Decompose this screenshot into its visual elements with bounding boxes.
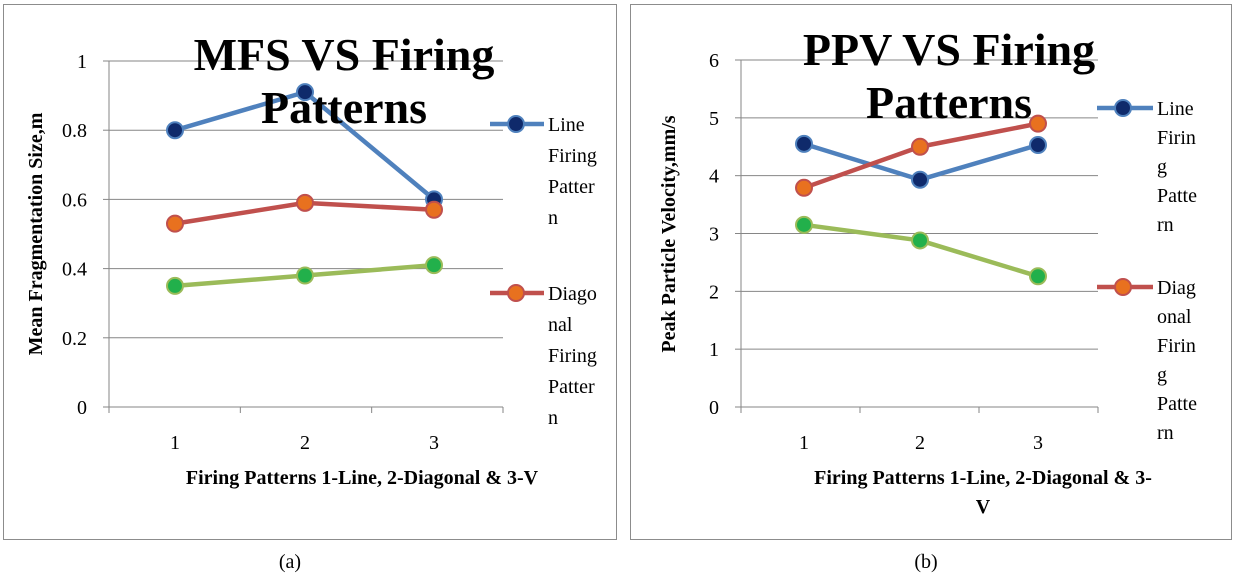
y-axis-label: Mean Fragmentation Size,m (25, 112, 47, 355)
data-point (1029, 267, 1047, 286)
caption-a: (a) (278, 551, 302, 573)
y-tick-label: 0.8 (62, 120, 87, 142)
chart-panel-b: 0 1 2 3 4 5 6 1 2 3 Peak Particle Velocity,mm/s Fir… (630, 4, 1232, 540)
y-tick-label: 6 (709, 50, 719, 72)
legend-label: nal (548, 314, 573, 336)
y-tick-label: 2 (709, 281, 719, 303)
data-point (296, 266, 314, 285)
legend-swatch-marker (507, 115, 525, 133)
x-axis-label: V (976, 496, 991, 518)
mfs-chart: 0 0.2 0.4 0.6 0.8 1 1 2 3 Mean Fragmentation Size… (25, 29, 597, 489)
x-tick-label: 2 (915, 432, 925, 454)
legend-label: Diag (1157, 277, 1196, 299)
legend-label: g (1157, 364, 1167, 386)
data-point (795, 178, 813, 197)
chart-title: MFS VS Firing (194, 29, 495, 80)
y-tick-label: 0 (709, 397, 719, 419)
chart-panel-a: 0 0.2 0.4 0.6 0.8 1 1 2 3 Mean Fragmentation Size… (3, 4, 617, 540)
chart-title: Patterns (261, 82, 427, 133)
data-point (166, 121, 184, 140)
data-point (795, 215, 813, 234)
y-tick-label: 4 (709, 166, 719, 188)
data-point (911, 137, 929, 156)
legend-label: Firin (1157, 127, 1196, 149)
y-tick-label: 0 (77, 397, 87, 419)
chart-title: Patterns (866, 77, 1032, 128)
legend-label: Patter (548, 176, 595, 198)
data-point (425, 200, 443, 219)
chart-title: PPV VS Firing (803, 24, 1095, 75)
caption-b: (b) (914, 551, 938, 573)
legend-label: Line (1157, 98, 1194, 120)
legend-label: n (548, 407, 558, 429)
x-axis-label: Firing Patterns 1-Line, 2-Diagonal & 3-V (186, 467, 539, 489)
legend-label: Diago (548, 283, 597, 305)
data-point (1029, 136, 1047, 155)
data-point (1029, 114, 1047, 133)
legend-label: rn (1157, 422, 1174, 444)
legend-label: g (1157, 156, 1167, 178)
y-tick-label: 0.4 (62, 259, 87, 281)
legend-swatch-marker (1114, 99, 1132, 117)
legend-label: Firin (1157, 335, 1196, 357)
y-axis-label: Peak Particle Velocity,mm/s (658, 115, 680, 352)
x-tick-label: 2 (300, 432, 310, 454)
legend-label: Patte (1157, 185, 1197, 207)
y-tick-label: 0.2 (62, 328, 87, 350)
y-tick-label: 5 (709, 108, 719, 130)
legend-swatch-marker (1114, 278, 1132, 296)
legend-label: Patte (1157, 393, 1197, 415)
x-axis-label: Firing Patterns 1-Line, 2-Diagonal & 3- (814, 467, 1152, 489)
data-point (795, 134, 813, 153)
x-tick-label: 3 (1033, 432, 1043, 454)
y-tick-label: 1 (77, 51, 87, 73)
legend-label: Firing (548, 145, 597, 167)
x-tick-label: 1 (170, 432, 180, 454)
legend-swatch-marker (507, 284, 525, 302)
data-point (296, 83, 314, 102)
data-point (911, 231, 929, 250)
x-tick-label: 3 (429, 432, 439, 454)
y-tick-label: 1 (709, 339, 719, 361)
data-point (296, 193, 314, 212)
legend-label: Patter (548, 376, 595, 398)
legend-label: onal (1157, 306, 1192, 328)
data-point (166, 214, 184, 233)
legend-label: Firing (548, 345, 597, 367)
legend-label: rn (1157, 214, 1174, 236)
ppv-chart: 0 1 2 3 4 5 6 1 2 3 Peak Particle Velocity,mm/s Fir… (658, 24, 1197, 518)
x-tick-label: 1 (799, 432, 809, 454)
legend-label: Line (548, 114, 585, 136)
data-point (911, 170, 929, 189)
legend-label: n (548, 207, 558, 229)
y-tick-label: 3 (709, 224, 719, 246)
data-point (166, 276, 184, 295)
y-tick-label: 0.6 (62, 189, 87, 211)
data-point (425, 256, 443, 275)
